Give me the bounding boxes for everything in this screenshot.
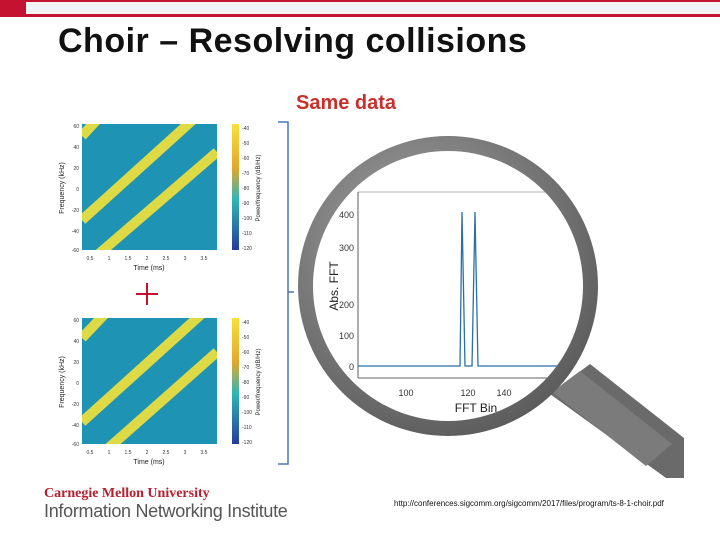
ytick: -60 bbox=[72, 442, 79, 448]
ytick: 40 bbox=[73, 145, 79, 151]
cbar-tick: -70 bbox=[242, 365, 249, 371]
cmu-logo-line1: Carnegie Mellon University bbox=[44, 486, 210, 501]
spectrogram-top: 60 40 20 0 -20 -40 -60 0.5 1 1.5 2 2.5 3… bbox=[59, 124, 262, 272]
cbar-tick: -90 bbox=[242, 395, 249, 401]
plus-sign bbox=[136, 283, 158, 305]
xtick: 2 bbox=[146, 450, 149, 456]
colorbar-label: Power/frequency (dB/Hz) bbox=[256, 348, 262, 415]
cbar-tick: -90 bbox=[242, 201, 249, 207]
fft-ytick: 0 bbox=[349, 362, 354, 372]
ytick: 0 bbox=[76, 187, 79, 193]
fft-xtick: 140 bbox=[496, 388, 511, 398]
ytick: 20 bbox=[73, 166, 79, 172]
xtick: 2.5 bbox=[163, 256, 170, 262]
cbar-tick: -50 bbox=[242, 141, 249, 147]
xtick: 1 bbox=[108, 450, 111, 456]
cbar-tick: -50 bbox=[242, 335, 249, 341]
fft-series-line bbox=[358, 211, 583, 367]
fft-x-label: FFT Bin bbox=[455, 401, 497, 415]
spectrogram-plot-area bbox=[82, 318, 217, 444]
x-axis-label: Time (ms) bbox=[133, 265, 164, 272]
ytick: 20 bbox=[73, 360, 79, 366]
xtick: 3 bbox=[184, 256, 187, 262]
ytick: 60 bbox=[73, 124, 79, 130]
spectrogram-plot-area bbox=[82, 124, 217, 250]
cbar-tick: -120 bbox=[242, 246, 252, 252]
y-axis-label: Frequency (kHz) bbox=[59, 356, 66, 408]
cbar-tick: -110 bbox=[242, 231, 252, 237]
cbar-tick: -60 bbox=[242, 156, 249, 162]
fft-ytick: 300 bbox=[339, 243, 354, 253]
callout-label: Same data bbox=[296, 92, 397, 114]
chirp-line bbox=[95, 148, 217, 250]
fft-y-label: Abs. FFT bbox=[327, 261, 341, 311]
grouping-bracket bbox=[278, 121, 294, 465]
chirp-line bbox=[82, 318, 205, 426]
xtick: 0.5 bbox=[87, 256, 94, 262]
slide-title: Choir – Resolving collisions bbox=[58, 22, 528, 60]
chirp-line bbox=[105, 348, 217, 444]
colorbar bbox=[232, 318, 239, 444]
fft-xtick: 120 bbox=[460, 388, 475, 398]
ytick: 60 bbox=[73, 318, 79, 324]
cbar-tick: -120 bbox=[242, 440, 252, 446]
cbar-tick: -100 bbox=[242, 410, 252, 416]
cbar-tick: -80 bbox=[242, 186, 249, 192]
cbar-tick: -60 bbox=[242, 350, 249, 356]
xtick: 2 bbox=[146, 256, 149, 262]
xtick: 3 bbox=[184, 450, 187, 456]
cbar-tick: -80 bbox=[242, 380, 249, 386]
cbar-tick: -40 bbox=[242, 126, 249, 132]
magnifier-fft: 400 300 200 100 0 100 120 140 160 FFT Bi… bbox=[298, 136, 684, 478]
fft-xtick: 100 bbox=[398, 388, 413, 398]
cmu-logo-line2: Information Networking Institute bbox=[44, 501, 288, 521]
cbar-tick: -100 bbox=[242, 216, 252, 222]
ytick: -40 bbox=[72, 423, 79, 429]
source-url: http://conferences.sigcomm.org/sigcomm/2… bbox=[394, 499, 664, 508]
xtick: 1.5 bbox=[125, 450, 132, 456]
fft-ytick: 100 bbox=[339, 331, 354, 341]
cbar-tick: -70 bbox=[242, 171, 249, 177]
colorbar-label: Power/frequency (dB/Hz) bbox=[256, 154, 262, 221]
xtick: 3.5 bbox=[201, 450, 208, 456]
fft-ytick: 200 bbox=[339, 300, 354, 310]
x-axis-label: Time (ms) bbox=[133, 459, 164, 466]
ytick: -20 bbox=[72, 402, 79, 408]
xtick: 2.5 bbox=[163, 450, 170, 456]
xtick: 1.5 bbox=[125, 256, 132, 262]
xtick: 0.5 bbox=[87, 450, 94, 456]
chirp-line bbox=[82, 318, 108, 342]
ytick: 0 bbox=[76, 381, 79, 387]
cbar-tick: -110 bbox=[242, 425, 252, 431]
spectrogram-bottom: 60 40 20 0 -20 -40 -60 0.5 1 1.5 2 2.5 3… bbox=[59, 318, 262, 466]
ytick: 40 bbox=[73, 339, 79, 345]
fft-ytick: 400 bbox=[339, 210, 354, 220]
y-axis-label: Frequency (kHz) bbox=[59, 162, 66, 214]
xtick: 1 bbox=[108, 256, 111, 262]
ytick: -20 bbox=[72, 208, 79, 214]
top-bar-highlight bbox=[26, 2, 720, 14]
ytick: -40 bbox=[72, 229, 79, 235]
ytick: -60 bbox=[72, 248, 79, 254]
magnifier-lens bbox=[313, 151, 583, 421]
chirp-line bbox=[82, 124, 196, 224]
cbar-tick: -40 bbox=[242, 320, 249, 326]
colorbar bbox=[232, 124, 239, 250]
xtick: 3.5 bbox=[201, 256, 208, 262]
